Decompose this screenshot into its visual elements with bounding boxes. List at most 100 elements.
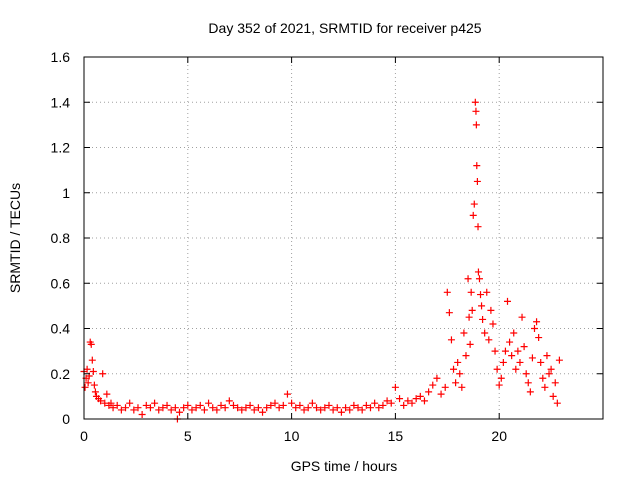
data-point	[163, 401, 171, 409]
data-point	[510, 329, 518, 337]
data-point	[441, 383, 449, 391]
data-point	[188, 406, 196, 414]
data-point	[464, 275, 472, 283]
y-tick-label: 0	[62, 411, 70, 427]
data-point	[325, 401, 333, 409]
data-point	[404, 397, 412, 405]
data-point	[474, 268, 482, 276]
x-tick-label: 15	[388, 428, 404, 444]
data-point	[300, 406, 308, 414]
data-point	[254, 404, 262, 412]
data-point	[167, 406, 175, 414]
data-point	[89, 367, 97, 375]
data-point	[537, 358, 545, 366]
data-point	[479, 315, 487, 323]
data-point	[470, 200, 478, 208]
data-point	[138, 410, 146, 418]
data-point	[126, 399, 134, 407]
data-point	[225, 397, 233, 405]
data-point	[514, 347, 522, 355]
data-point	[205, 399, 213, 407]
data-point	[528, 354, 536, 362]
data-point	[520, 343, 528, 351]
data-point	[267, 401, 275, 409]
data-point	[471, 98, 479, 106]
x-axis-label: GPS time / hours	[291, 458, 398, 474]
data-point	[530, 325, 538, 332]
data-point	[84, 379, 92, 387]
data-point	[217, 401, 225, 409]
data-point	[495, 381, 503, 389]
data-point	[433, 374, 441, 382]
data-point	[99, 370, 107, 378]
data-point	[460, 329, 468, 337]
data-point	[473, 162, 481, 170]
data-point	[379, 401, 387, 409]
data-point	[555, 356, 563, 364]
data-point	[88, 356, 96, 364]
data-point	[103, 390, 111, 398]
data-point	[342, 404, 350, 412]
data-point	[288, 399, 296, 407]
data-point	[90, 381, 98, 389]
data-point	[416, 392, 424, 400]
data-point	[450, 365, 458, 373]
data-point	[456, 370, 464, 378]
data-point	[180, 404, 188, 412]
data-point	[445, 309, 453, 317]
data-point	[501, 347, 509, 355]
data-point	[447, 336, 455, 344]
data-point	[122, 404, 130, 412]
data-point	[358, 406, 366, 414]
data-point	[497, 374, 505, 382]
data-point	[371, 399, 379, 407]
data-point	[466, 340, 474, 348]
data-point	[142, 401, 150, 409]
data-point	[242, 404, 250, 412]
data-point	[508, 352, 516, 360]
data-point	[462, 352, 470, 360]
data-point	[478, 302, 486, 310]
data-point	[97, 397, 105, 405]
data-point	[437, 390, 445, 398]
data-point	[429, 381, 437, 389]
data-point	[465, 313, 473, 321]
data-point	[524, 379, 532, 387]
data-point	[541, 383, 549, 391]
data-point	[296, 401, 304, 409]
data-point	[238, 406, 246, 414]
data-point	[350, 401, 358, 409]
x-tick-label: 5	[184, 428, 192, 444]
chart-title: Day 352 of 2021, SRMTID for receiver p42…	[208, 20, 481, 36]
data-point	[91, 388, 99, 396]
data-point	[443, 288, 451, 296]
data-point	[522, 370, 530, 378]
data-point	[539, 374, 547, 382]
data-point	[155, 406, 163, 414]
data-point	[452, 379, 460, 387]
data-point	[472, 121, 480, 129]
data-point	[275, 404, 283, 412]
data-point	[234, 404, 242, 412]
data-point	[109, 404, 117, 412]
data-point	[259, 408, 267, 416]
data-point	[81, 383, 89, 391]
y-tick-label: 0.4	[51, 321, 71, 337]
data-point	[475, 275, 483, 283]
data-point	[547, 365, 555, 373]
data-points	[80, 98, 563, 423]
data-point	[477, 291, 485, 299]
data-point	[159, 404, 167, 412]
data-point	[493, 365, 501, 373]
data-point	[333, 404, 341, 412]
plot-frame	[83, 56, 604, 420]
y-tick-label: 0.8	[51, 230, 71, 246]
y-tick-label: 1.2	[51, 140, 71, 156]
data-point	[184, 401, 192, 409]
data-point	[512, 365, 520, 373]
data-point	[383, 397, 391, 405]
data-point	[196, 401, 204, 409]
data-point	[87, 340, 95, 348]
data-point	[499, 358, 507, 366]
